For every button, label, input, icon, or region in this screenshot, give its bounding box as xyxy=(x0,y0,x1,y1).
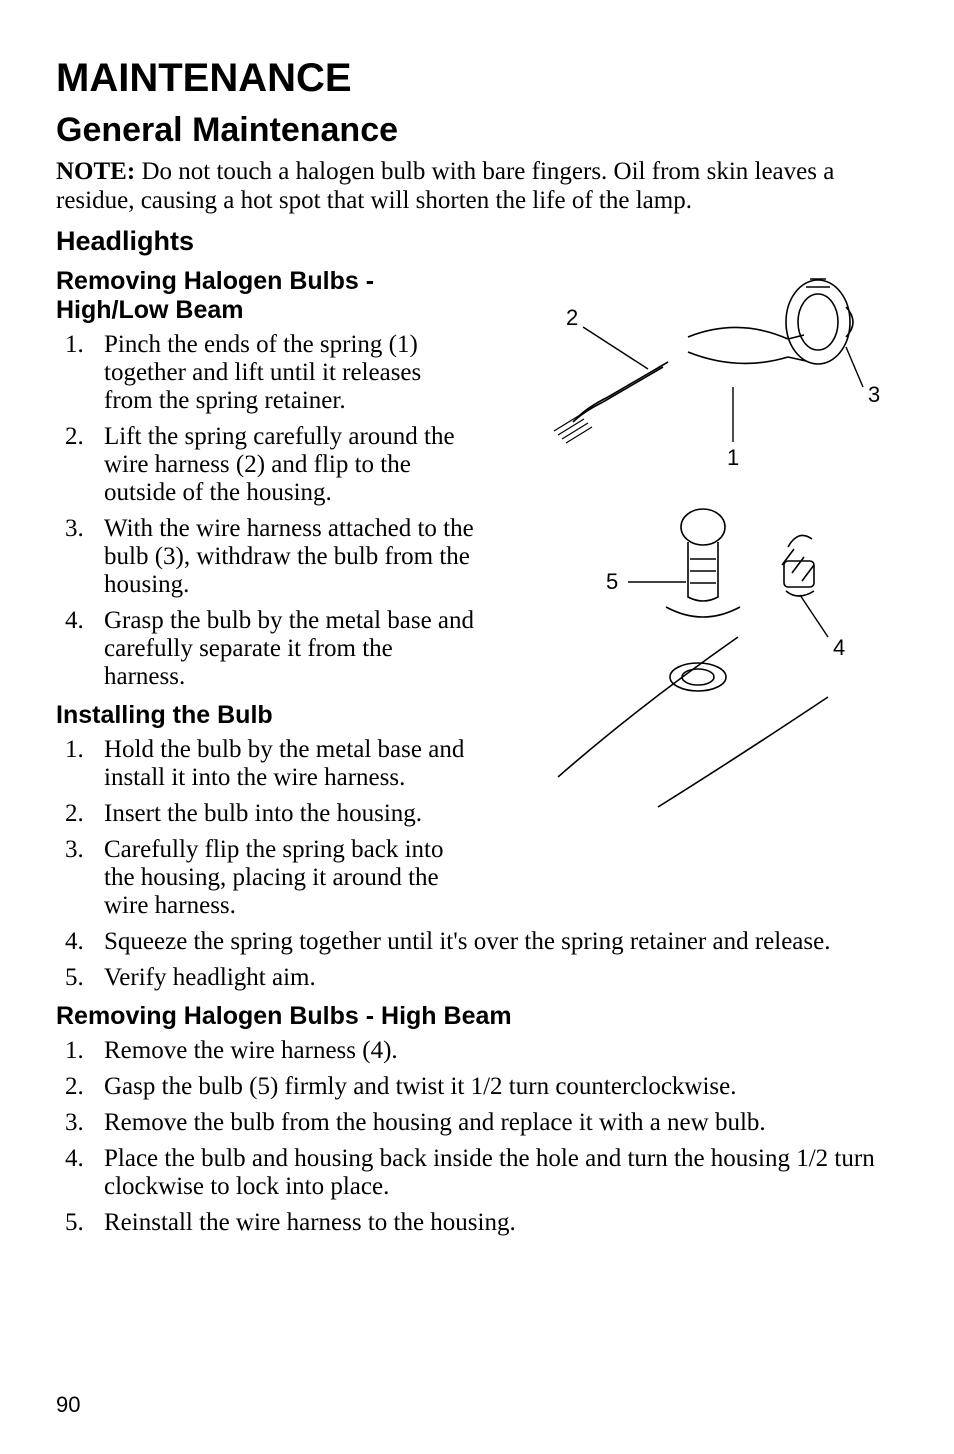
list-item: Lift the spring carefully around the wir… xyxy=(90,423,476,507)
list-item: Squeeze the spring together until it's o… xyxy=(90,928,898,956)
note-body: Do not touch a halogen bulb with bare fi… xyxy=(56,158,834,214)
list-item: Hold the bulb by the metal base and inst… xyxy=(90,736,476,792)
left-column: Removing Halogen Bulbs - High/Low Beam P… xyxy=(56,267,476,920)
list-install-b: Squeeze the spring together until it's o… xyxy=(56,928,898,992)
list-item: Grasp the bulb by the metal base and car… xyxy=(90,607,476,691)
figures-column: 2 1 3 xyxy=(488,267,898,817)
callout-4: 4 xyxy=(833,635,845,660)
list-item: Gasp the bulb (5) firmly and twist it 1/… xyxy=(90,1073,898,1101)
list-item: Verify headlight aim. xyxy=(90,964,898,992)
list-item: Pinch the ends of the spring (1) togethe… xyxy=(90,331,476,415)
subsection-headlights: Headlights xyxy=(56,226,898,257)
list-item: Carefully flip the spring back into the … xyxy=(90,836,476,920)
callout-3: 3 xyxy=(868,382,880,407)
page-title: MAINTENANCE xyxy=(56,56,898,101)
list-item: Remove the wire harness (4). xyxy=(90,1037,898,1065)
list-install-a: Hold the bulb by the metal base and inst… xyxy=(56,736,476,920)
h4-remove-highlow: Removing Halogen Bulbs - High/Low Beam xyxy=(56,267,476,325)
figure-high-beam: 5 4 xyxy=(488,487,898,817)
h4-install-bulb: Installing the Bulb xyxy=(56,701,476,730)
list-item: Place the bulb and housing back inside t… xyxy=(90,1145,898,1201)
callout-1: 1 xyxy=(727,445,739,470)
list-item: With the wire harness attached to the bu… xyxy=(90,515,476,599)
callout-5: 5 xyxy=(606,569,618,594)
list-remove-high: Remove the wire harness (4). Gasp the bu… xyxy=(56,1037,898,1237)
figure-highlow-beam: 2 1 3 xyxy=(488,267,898,487)
list-item: Reinstall the wire harness to the housin… xyxy=(90,1209,898,1237)
list-item: Remove the bulb from the housing and rep… xyxy=(90,1109,898,1137)
list-item: Insert the bulb into the housing. xyxy=(90,800,476,828)
two-column-region: 2 1 3 xyxy=(56,267,898,920)
section-title: General Maintenance xyxy=(56,111,898,150)
note-label: NOTE: xyxy=(56,158,135,185)
list-remove-highlow: Pinch the ends of the spring (1) togethe… xyxy=(56,331,476,691)
page-number: 90 xyxy=(56,1392,80,1418)
note-paragraph: NOTE: Do not touch a halogen bulb with b… xyxy=(56,158,898,216)
callout-2: 2 xyxy=(566,305,578,330)
h4-remove-high: Removing Halogen Bulbs - High Beam xyxy=(56,1002,898,1031)
